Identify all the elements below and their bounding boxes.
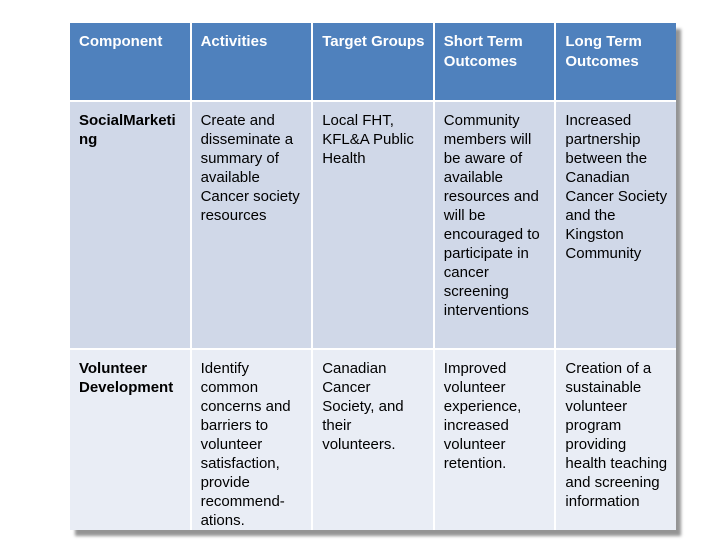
column-header-long-term-outcomes: Long Term Outcomes (556, 23, 676, 100)
cell-row1-short-term-outcomes: Community members will be aware of avail… (434, 102, 555, 348)
cell-row2-short-term-outcomes: Improved volunteer experience, increased… (434, 350, 555, 530)
column-header-short-term-outcomes: Short Term Outcomes (434, 23, 555, 100)
logic-model-table: Component Activities Target Groups Short… (70, 23, 676, 530)
column-header-component: Component (70, 23, 190, 100)
cell-row2-activities: Identify common concerns and barriers to… (191, 350, 312, 530)
cell-row2-long-term-outcomes: Creation of a sustainable volunteer prog… (556, 350, 676, 530)
cell-row2-target-groups: Canadian Cancer Society, and their volun… (313, 350, 433, 530)
column-header-target-groups: Target Groups (313, 23, 433, 100)
cell-row1-activities: Create and disseminate a summary of avai… (191, 102, 312, 348)
column-header-activities: Activities (191, 23, 312, 100)
cell-row1-long-term-outcomes: Increased partnership between the Canadi… (556, 102, 676, 348)
cell-row1-component: SocialMarketing (70, 102, 190, 348)
cell-row1-target-groups: Local FHT, KFL&A Public Health (313, 102, 433, 348)
cell-row2-component: Volunteer Development (70, 350, 190, 530)
